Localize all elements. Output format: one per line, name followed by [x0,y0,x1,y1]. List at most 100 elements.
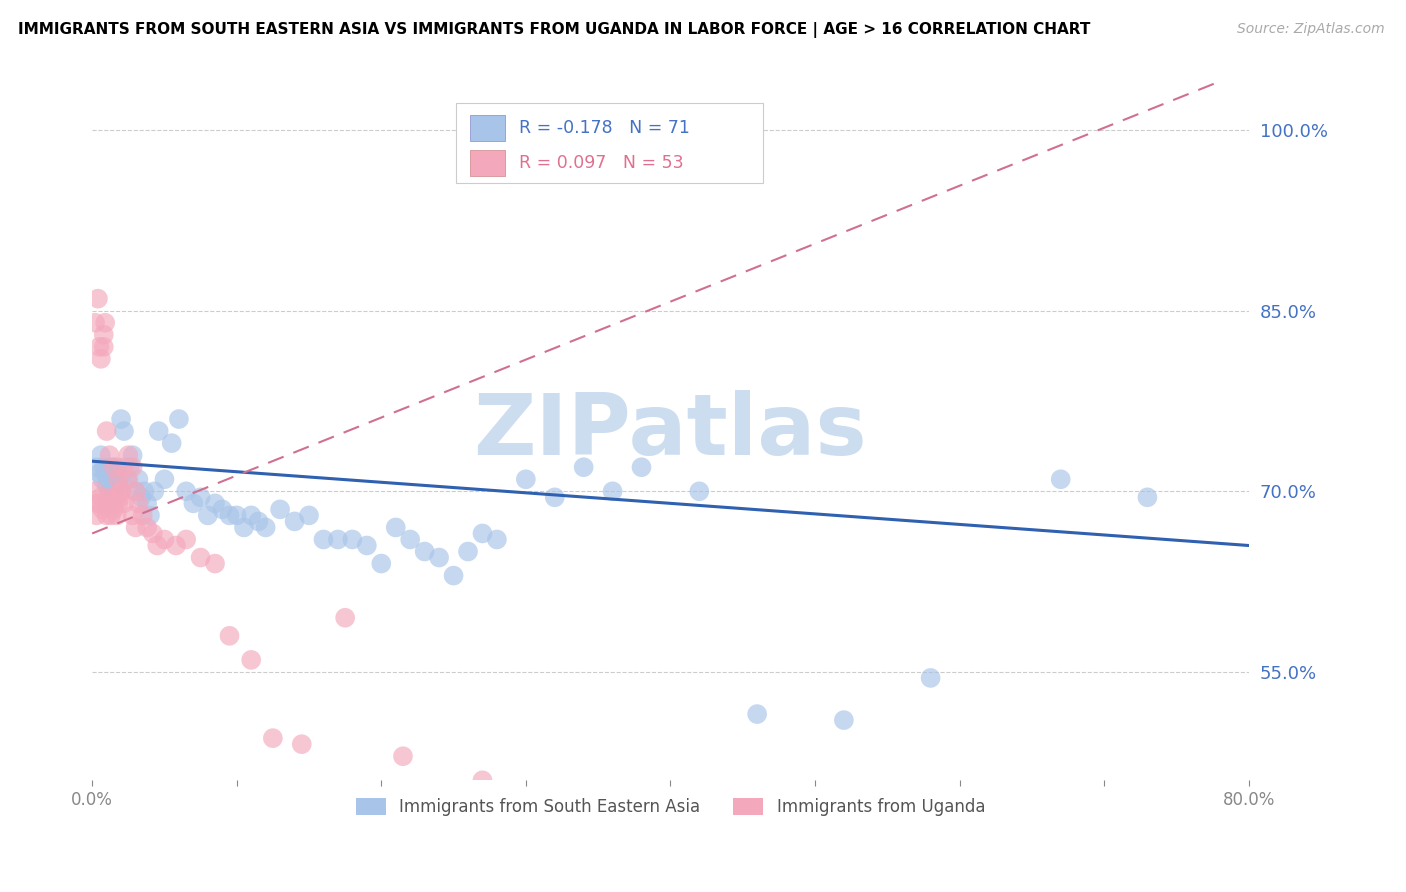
Point [832,713,855,727]
Point [204,496,226,510]
Point [148,424,170,438]
Point [108,472,131,486]
Point [96,424,118,438]
FancyBboxPatch shape [457,103,763,183]
Point [471,526,494,541]
Point [104,472,127,486]
Point [124,520,146,534]
Point [91,472,114,486]
Point [127,496,149,510]
Point [93,460,115,475]
Point [110,484,132,499]
Point [127,472,149,486]
Point [100,508,122,523]
Point [104,491,127,505]
Point [254,520,277,534]
Point [572,460,595,475]
Point [291,737,314,751]
Point [98,484,121,499]
Point [143,484,166,499]
Point [413,544,436,558]
Point [117,448,139,462]
Point [131,491,153,505]
Point [89,340,111,354]
Point [165,539,187,553]
Point [110,412,132,426]
Point [326,533,349,547]
Point [121,508,143,523]
Point [688,484,710,499]
Point [190,550,212,565]
Point [174,533,197,547]
Point [370,557,392,571]
Point [107,472,129,486]
Point [121,460,143,475]
Point [90,351,112,366]
Point [485,533,508,547]
Legend: Immigrants from South Eastern Asia, Immigrants from Uganda: Immigrants from South Eastern Asia, Immi… [347,789,994,824]
Point [98,448,121,462]
Point [240,508,263,523]
Point [84,484,107,499]
Point [105,508,128,523]
Point [174,484,197,499]
Point [427,550,450,565]
Text: R = 0.097   N = 53: R = 0.097 N = 53 [519,154,683,172]
Point [97,496,120,510]
Point [89,496,111,510]
Point [342,533,364,547]
Point [90,448,112,462]
Text: ZIPatlas: ZIPatlas [474,390,868,473]
Point [183,496,205,510]
Point [112,460,135,475]
Point [101,496,124,510]
Point [115,472,138,486]
Point [920,671,942,685]
Point [1136,491,1159,505]
Point [515,472,537,486]
Point [153,533,176,547]
Point [136,496,159,510]
Point [96,478,118,492]
Point [233,520,256,534]
Point [298,508,321,523]
Point [392,749,415,764]
Point [107,478,129,492]
Point [117,472,139,486]
Point [107,496,129,510]
Point [544,491,567,505]
Text: R = -0.178   N = 71: R = -0.178 N = 71 [519,119,690,137]
Point [84,316,107,330]
Point [333,611,356,625]
Point [112,496,135,510]
Point [97,472,120,486]
Point [96,508,118,523]
Point [101,467,124,481]
Point [124,484,146,499]
Point [139,508,162,523]
Point [384,520,406,534]
Point [146,539,169,553]
Point [262,731,284,746]
Point [142,526,165,541]
Point [118,460,141,475]
Point [190,491,212,505]
Point [602,484,624,499]
Point [86,508,108,523]
Point [399,533,422,547]
Point [204,557,226,571]
Point [218,629,240,643]
Point [87,292,110,306]
Point [160,436,183,450]
Point [105,460,128,475]
Point [225,508,247,523]
Point [103,484,125,499]
Point [167,412,190,426]
Bar [471,150,505,177]
Point [240,653,263,667]
Point [87,496,110,510]
Point [747,707,769,722]
Point [100,460,122,475]
Point [136,520,159,534]
Point [112,424,135,438]
